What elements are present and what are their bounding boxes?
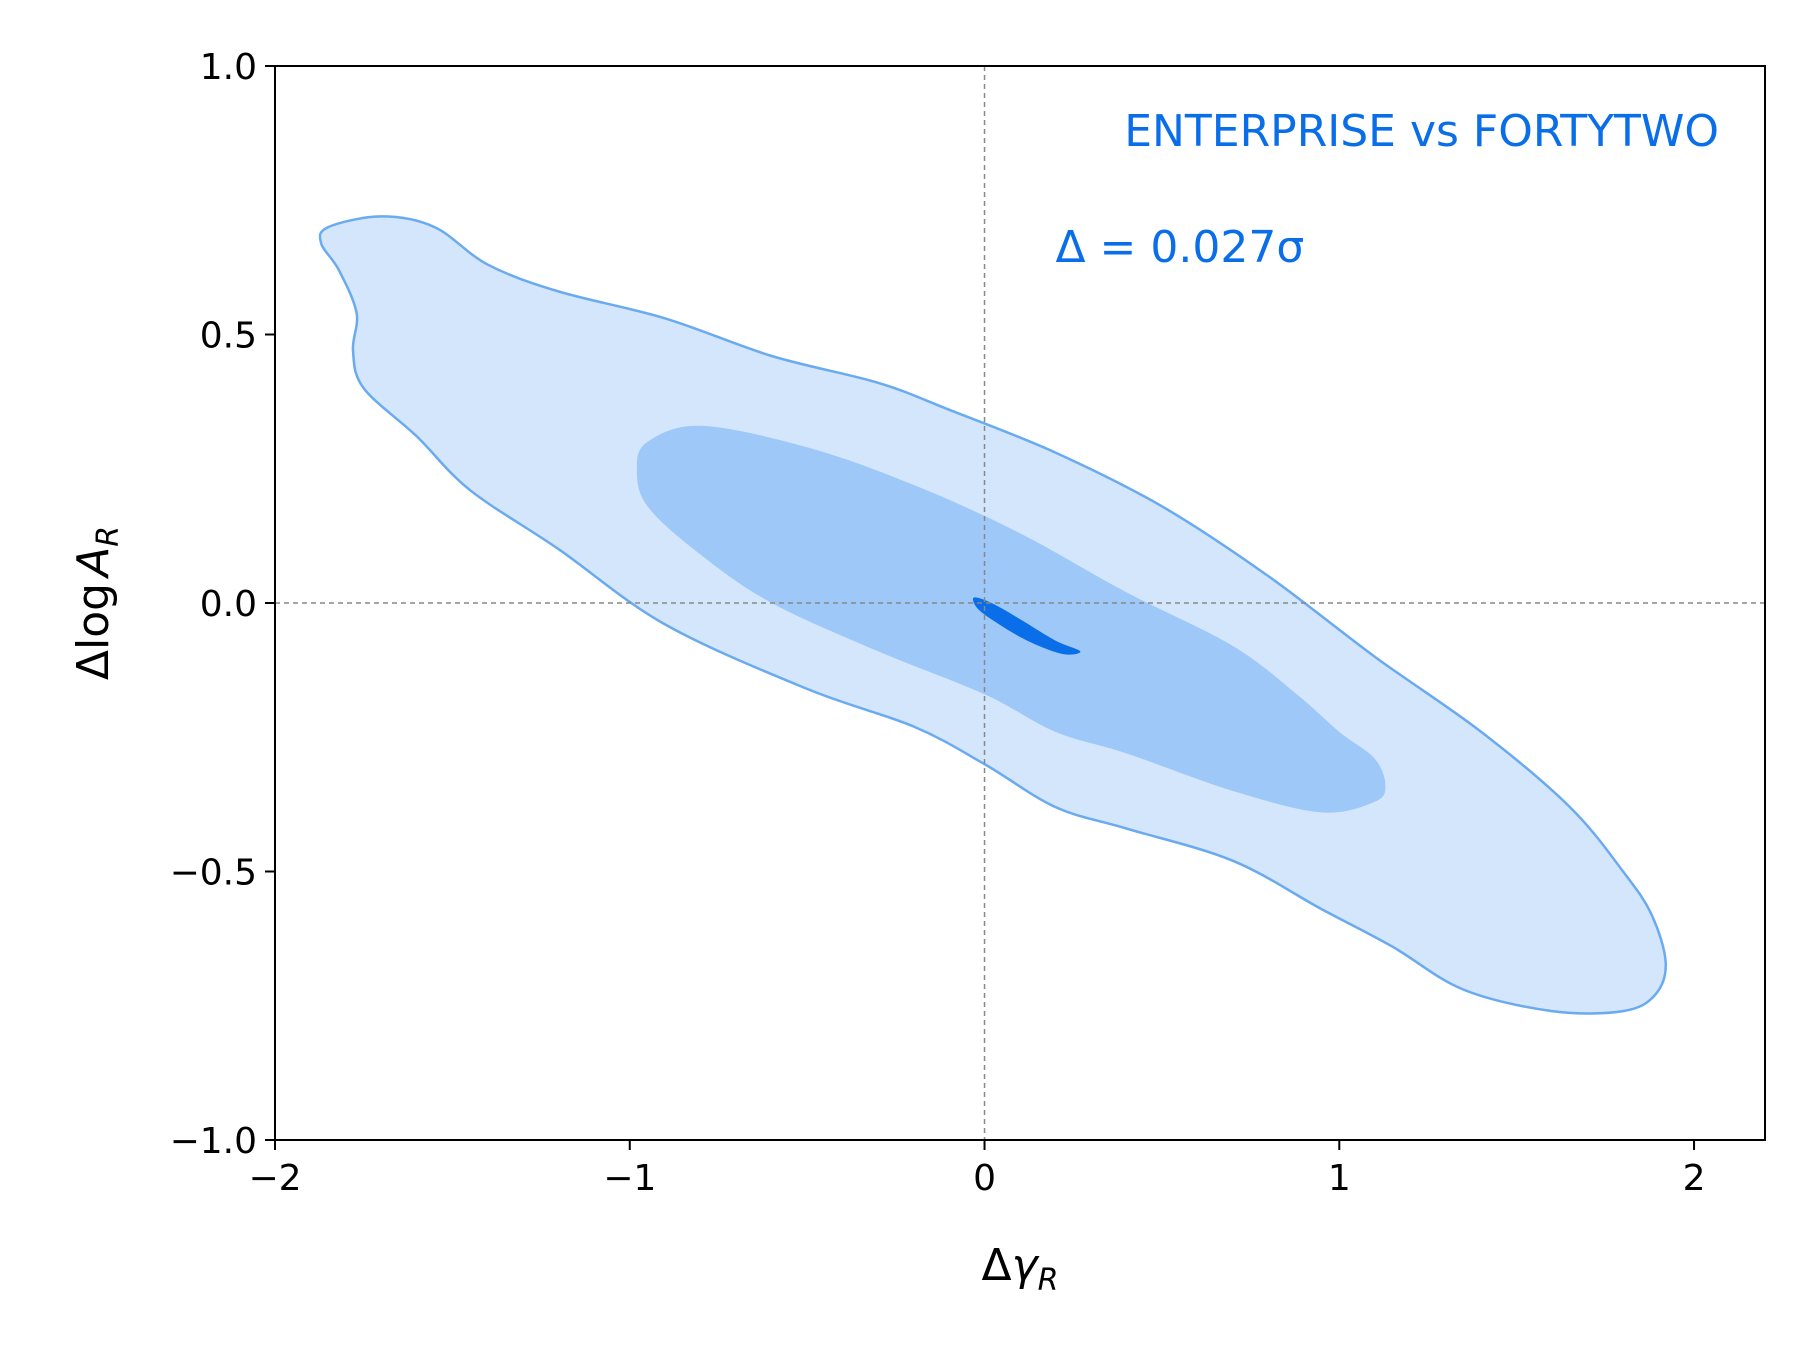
delta-annotation: Δ = 0.027σ	[1055, 222, 1304, 273]
comparison-annotation: ENTERPRISE vs FORTYTWO	[1124, 106, 1719, 157]
x-axis-label-subscript: R	[1038, 1263, 1059, 1298]
x-tick-label: −1	[603, 1158, 656, 1199]
x-tick-label: 0	[973, 1158, 996, 1199]
x-axis-label-prefix: Δ	[981, 1240, 1011, 1291]
y-tick-label: −0.5	[170, 853, 257, 894]
x-tick-label: 2	[1683, 1158, 1706, 1199]
plot-area	[275, 66, 1765, 1140]
contour-inner	[972, 597, 1081, 655]
x-axis-label-symbol: γ	[1012, 1240, 1040, 1291]
x-tick-label: 1	[1328, 1158, 1351, 1199]
y-axis-label-prefix: Δlog	[68, 583, 119, 680]
y-tick-label: 1.0	[200, 47, 257, 88]
y-tick-label: 0.0	[200, 584, 257, 625]
x-tick-label: −2	[248, 1158, 301, 1199]
y-axis-label: ΔlogAR	[68, 526, 126, 680]
axes: −2 −1 0 1 2 −1.0 −0.5 0.0 0.5 1.0	[170, 47, 1766, 1199]
y-axis-label-symbol: A	[68, 547, 119, 580]
y-tick-label: 0.5	[200, 316, 257, 357]
y-axis-label-subscript: R	[91, 526, 126, 547]
x-axis-label: ΔγR	[981, 1240, 1058, 1298]
y-tick-label: −1.0	[170, 1121, 257, 1162]
